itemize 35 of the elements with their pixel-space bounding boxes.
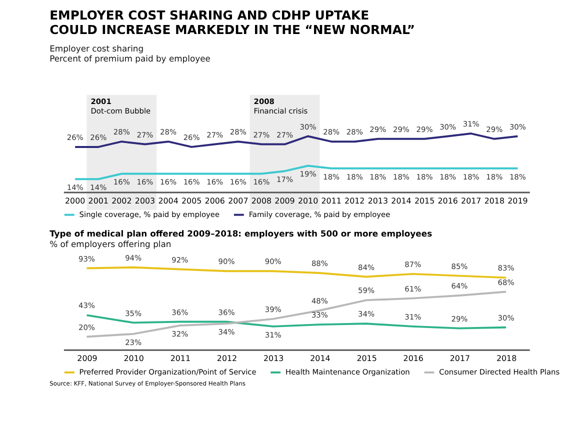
x-tick-label: 2007 [228, 196, 248, 206]
x-tick-label: 2017 [450, 354, 470, 364]
x-tick-label: 2016 [403, 354, 424, 364]
x-tick-label: 2010 [298, 196, 318, 206]
y-axis-title: Percent of premium paid by employee [50, 54, 210, 64]
x-tick-label: 2009 [274, 196, 295, 206]
x-tick-label: 2012 [216, 354, 238, 364]
x-tick-label: 2003 [134, 196, 156, 206]
x-tick-label: 2018 [496, 354, 517, 364]
x-tick-label: 2008 [251, 196, 272, 206]
x-tick-label: 2005 [181, 196, 202, 206]
x-tick-label: 2002 [112, 196, 132, 206]
y-axis-title: % of employers offering plan [50, 239, 172, 250]
x-tick-label: 2011 [321, 196, 342, 206]
chart-title: EMPLOYER COST SHARING AND CDHP UPTAKE COULD INCREASE MARKEDLY IN THE “NEW NORMAL” [50, 8, 416, 37]
x-tick-label: 2009 [77, 354, 98, 364]
x-tick-label: 2018 [484, 196, 504, 206]
x-tick-label: 2016 [438, 196, 458, 206]
x-tick-label: 2015 [356, 354, 377, 364]
x-tick-label: 2017 [461, 196, 482, 206]
x-tick-label: 2013 [264, 354, 284, 364]
x-tick-label: 2000 [65, 196, 86, 206]
x-tick-label: 2011 [170, 354, 191, 364]
chart-subtitle: Employer cost sharing [50, 43, 144, 54]
x-tick-label: 2019 [508, 196, 528, 206]
x-tick-label: 2004 [158, 196, 178, 206]
x-tick-label: 2006 [204, 196, 225, 206]
x-tick-label: 2001 [88, 196, 108, 206]
x-tick-label: 2013 [368, 196, 388, 206]
x-tick-label: 2014 [310, 354, 330, 364]
x-tick-label: 2014 [391, 196, 412, 206]
x-tick-label: 2012 [344, 196, 365, 206]
x-tick-label: 2015 [414, 196, 435, 206]
x-tick-label: 2010 [124, 354, 144, 364]
chart-title: Type of medical plan offered 2009–2018: employers with 500 or more employees [50, 228, 432, 239]
